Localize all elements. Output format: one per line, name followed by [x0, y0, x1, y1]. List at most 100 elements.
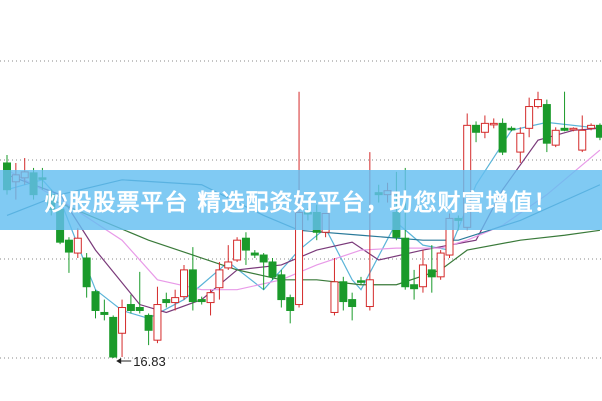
- candle: [73, 228, 82, 259]
- candle-body: [233, 239, 242, 261]
- candle: [135, 271, 144, 314]
- candle: [507, 126, 516, 132]
- candle: [82, 253, 91, 298]
- candle-body: [348, 299, 357, 308]
- candle-body: [73, 237, 82, 254]
- candle: [91, 289, 100, 319]
- low-price-label: 16.83: [133, 354, 166, 369]
- candle: [277, 269, 286, 308]
- candle: [578, 115, 587, 153]
- candle: [206, 289, 215, 316]
- candle: [357, 276, 365, 285]
- candle: [410, 269, 419, 300]
- candle-body: [100, 311, 109, 315]
- candle-body: [525, 106, 534, 129]
- candle: [472, 121, 481, 143]
- candle-body: [401, 237, 410, 288]
- candle-body: [224, 261, 233, 269]
- low-annotation: 16.83: [116, 354, 166, 369]
- candle: [233, 237, 242, 262]
- banner-text: 炒股股票平台 精选配资好平台，助您财富增值！: [44, 190, 558, 216]
- candle-body: [480, 122, 489, 133]
- candle: [64, 237, 73, 273]
- candle: [542, 99, 551, 153]
- candle-body: [595, 124, 602, 138]
- candle: [126, 294, 135, 314]
- candle: [118, 299, 127, 358]
- candle: [348, 292, 357, 321]
- candle-body: [162, 299, 171, 304]
- candle-body: [507, 127, 516, 131]
- candle-body: [268, 261, 277, 278]
- candle-body: [118, 307, 127, 334]
- candle: [569, 127, 578, 132]
- candle: [551, 127, 560, 148]
- candle-body: [339, 281, 348, 303]
- candle: [330, 258, 339, 316]
- candle: [224, 245, 233, 270]
- candle-body: [180, 269, 188, 298]
- candle: [595, 123, 602, 141]
- candle-body: [82, 257, 91, 288]
- candle-body: [427, 269, 436, 278]
- candle-body: [542, 104, 551, 144]
- candle-body: [64, 239, 73, 253]
- candle-body: [472, 124, 481, 133]
- candle: [516, 127, 525, 163]
- candle: [250, 250, 259, 259]
- candle: [587, 123, 596, 131]
- candle: [197, 296, 206, 305]
- candle: [339, 276, 348, 311]
- candle-body: [330, 281, 339, 313]
- candle-body: [153, 304, 162, 341]
- candle-body: [241, 237, 250, 251]
- candle-body: [259, 254, 268, 263]
- candle-body: [277, 274, 286, 301]
- candle-body: [418, 264, 427, 288]
- candle-body: [126, 304, 135, 311]
- candle: [180, 264, 188, 300]
- candle-body: [109, 316, 118, 358]
- candle: [534, 91, 542, 109]
- candle-body: [188, 269, 197, 303]
- candle-body: [569, 127, 578, 131]
- candle-body: [250, 252, 259, 256]
- candle: [153, 286, 162, 344]
- candle: [100, 299, 109, 321]
- candle: [286, 294, 295, 324]
- candle-body: [206, 292, 215, 304]
- candle-body: [498, 122, 507, 153]
- promo-banner: 炒股股票平台 精选配资好平台，助您财富增值！: [0, 170, 602, 230]
- candle: [259, 253, 268, 290]
- candle-body: [357, 280, 365, 283]
- candle-body: [171, 297, 180, 304]
- candle: [109, 315, 118, 358]
- candle-body: [197, 299, 206, 303]
- candle-body: [286, 297, 295, 311]
- candle-body: [135, 307, 144, 311]
- arrow-head-icon: [116, 358, 122, 364]
- candle-body: [551, 129, 560, 146]
- candle-body: [410, 284, 419, 290]
- candle: [480, 115, 489, 139]
- candle-body: [578, 129, 587, 151]
- candle: [241, 232, 250, 265]
- candle: [171, 289, 180, 311]
- candle-body: [516, 132, 525, 153]
- candle: [215, 261, 224, 300]
- candle: [144, 313, 153, 346]
- candle: [418, 250, 427, 293]
- candle-body: [436, 252, 445, 278]
- candle-body: [534, 99, 542, 108]
- candle: [188, 247, 197, 311]
- candle-body: [144, 314, 153, 331]
- candle: [436, 250, 445, 280]
- candle: [560, 91, 569, 132]
- candle: [498, 118, 507, 156]
- candle-body: [489, 122, 498, 126]
- candle-body: [560, 127, 569, 131]
- candle-body: [91, 291, 100, 311]
- candle: [427, 245, 436, 293]
- candle-body: [215, 269, 224, 289]
